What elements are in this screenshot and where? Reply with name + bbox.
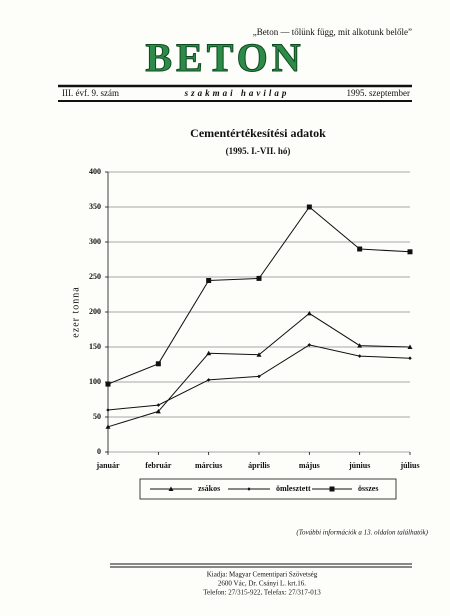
x-tick-label: január xyxy=(95,461,120,470)
legend-label: összes xyxy=(358,484,378,493)
x-tick-label: május xyxy=(299,461,320,470)
legend-label: zsákos xyxy=(198,484,220,493)
marker xyxy=(357,354,362,358)
x-tick-label: április xyxy=(248,461,270,470)
marker xyxy=(357,343,363,348)
marker xyxy=(105,381,111,387)
marker xyxy=(247,487,251,491)
marker xyxy=(257,374,261,379)
marker xyxy=(105,424,111,429)
y-tick-label: 150 xyxy=(89,342,101,351)
marker xyxy=(407,249,413,255)
footer-line: Kiadja: Magyar Cementipari Szövetség xyxy=(207,571,318,579)
chart-subtitle: (1995. I.-VII. hó) xyxy=(226,146,291,156)
marker xyxy=(168,486,174,491)
marker xyxy=(256,275,262,281)
note: (További információk a 13. oldalon talál… xyxy=(296,529,428,537)
y-tick-label: 350 xyxy=(89,202,101,211)
x-tick-label: február xyxy=(145,461,172,470)
marker xyxy=(306,204,312,210)
marker xyxy=(206,378,211,382)
motto: „Beton — tőlünk függ, mit alkotunk belől… xyxy=(253,27,412,37)
x-tick-label: július xyxy=(399,461,419,470)
marker xyxy=(407,344,413,349)
footer-line: 2600 Vác, Dr. Csányi L. krt.16. xyxy=(218,580,306,588)
y-tick-label: 200 xyxy=(89,307,101,316)
x-tick-label: június xyxy=(348,461,370,470)
y-tick-label: 250 xyxy=(89,272,101,281)
marker xyxy=(155,361,161,367)
legend-label: ömlesztett xyxy=(276,484,311,493)
y-axis-label: ezer tonna xyxy=(70,286,81,337)
y-tick-label: 100 xyxy=(89,377,101,386)
marker xyxy=(206,350,212,356)
marker xyxy=(155,408,161,414)
y-tick-label: 0 xyxy=(97,447,101,456)
x-tick-label: március xyxy=(195,461,222,470)
marker xyxy=(408,356,412,360)
marker xyxy=(357,246,363,252)
issue: III. évf. 9. szám xyxy=(62,88,119,98)
marker xyxy=(156,403,161,407)
date: 1995. szeptember xyxy=(347,88,410,98)
marker xyxy=(256,352,262,357)
y-tick-label: 400 xyxy=(89,167,101,176)
y-tick-label: 300 xyxy=(89,237,101,246)
marker xyxy=(106,408,110,412)
marker xyxy=(307,343,312,347)
y-tick-label: 50 xyxy=(93,412,101,421)
logo: BETON xyxy=(145,35,304,80)
marker xyxy=(306,310,312,316)
marker xyxy=(329,486,335,492)
marker xyxy=(206,278,212,283)
footer-line: Telefon: 27/315-922, Telefax: 27/317-013 xyxy=(203,589,321,597)
chart-title: Cementértékesítési adatok xyxy=(190,126,326,140)
kind: szakmai havilap xyxy=(184,88,290,98)
legend-box xyxy=(139,478,397,500)
